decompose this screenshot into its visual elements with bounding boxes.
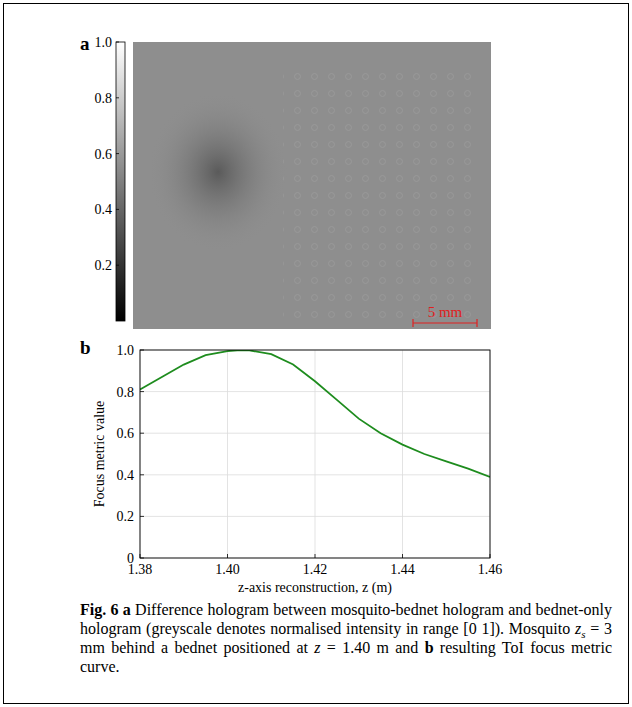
colorbar-tick-label: 0.2 [95, 258, 113, 273]
caption-run: z [314, 639, 320, 656]
colorbar [116, 42, 125, 321]
y-tick [140, 474, 144, 475]
colorbar-tick [116, 97, 119, 98]
focus-curve [140, 350, 490, 477]
x-tick [227, 554, 228, 558]
grid-line [140, 516, 490, 517]
colorbar-tick [116, 265, 119, 266]
colorbar-tick [116, 209, 119, 210]
grid-line [402, 350, 403, 558]
panel-letter: a [80, 33, 90, 54]
colorbar-tick [116, 42, 119, 43]
hologram-feature [148, 92, 288, 252]
y-tick-label: 0.6 [117, 426, 135, 441]
colorbar-tick-label: 0.4 [95, 202, 113, 217]
caption-run: s [581, 628, 585, 640]
grid-line [140, 433, 490, 434]
figure-frame [4, 4, 629, 704]
y-tick [140, 391, 144, 392]
scale-bar-end [412, 319, 413, 327]
x-tick-label: 1.46 [478, 562, 503, 577]
x-tick-label: 1.42 [303, 562, 328, 577]
y-tick [140, 433, 144, 434]
caption-run: = 1.40 m and [321, 639, 425, 656]
plot-frame [140, 350, 490, 558]
plot-data [140, 350, 490, 477]
colorbar-tick [116, 153, 119, 154]
y-tick-label: 0.8 [117, 385, 135, 400]
y-tick-label: 0.4 [117, 468, 135, 483]
y-tick-label: 0 [127, 551, 134, 566]
x-tick-label: 1.40 [215, 562, 240, 577]
grid-line [140, 391, 490, 392]
scale-bar [413, 322, 477, 323]
y-tick-label: 1.0 [117, 343, 135, 358]
colorbar-tick-label: 1.0 [95, 35, 113, 50]
grid [140, 350, 490, 558]
panel-letter: b [80, 337, 91, 358]
hologram-texture [283, 72, 481, 319]
y-axis-title: Focus metric value [92, 401, 107, 508]
x-tick [402, 554, 403, 558]
x-tick [315, 554, 316, 558]
scale-bar-end [476, 319, 477, 327]
caption-run: Fig. 6 a [80, 601, 131, 618]
x-tick-label: 1.44 [390, 562, 415, 577]
hologram-image [133, 42, 491, 329]
caption: Fig. 6 a Difference hologram between mos… [80, 600, 612, 676]
colorbar-tick-label: 0.6 [95, 147, 113, 162]
colorbar-tick-label: 0.8 [95, 91, 113, 106]
grid-line [227, 350, 228, 558]
scale-bar-label: 5 mm [428, 304, 463, 320]
x-axis-title: z-axis reconstruction, z (m) [238, 580, 392, 596]
grid-line [140, 474, 490, 475]
y-tick-label: 0.2 [117, 509, 135, 524]
caption-run: z [575, 620, 581, 637]
y-tick [140, 516, 144, 517]
caption-run: Difference hologram between mosquito-bed… [80, 601, 612, 637]
caption-run: b [425, 639, 434, 656]
